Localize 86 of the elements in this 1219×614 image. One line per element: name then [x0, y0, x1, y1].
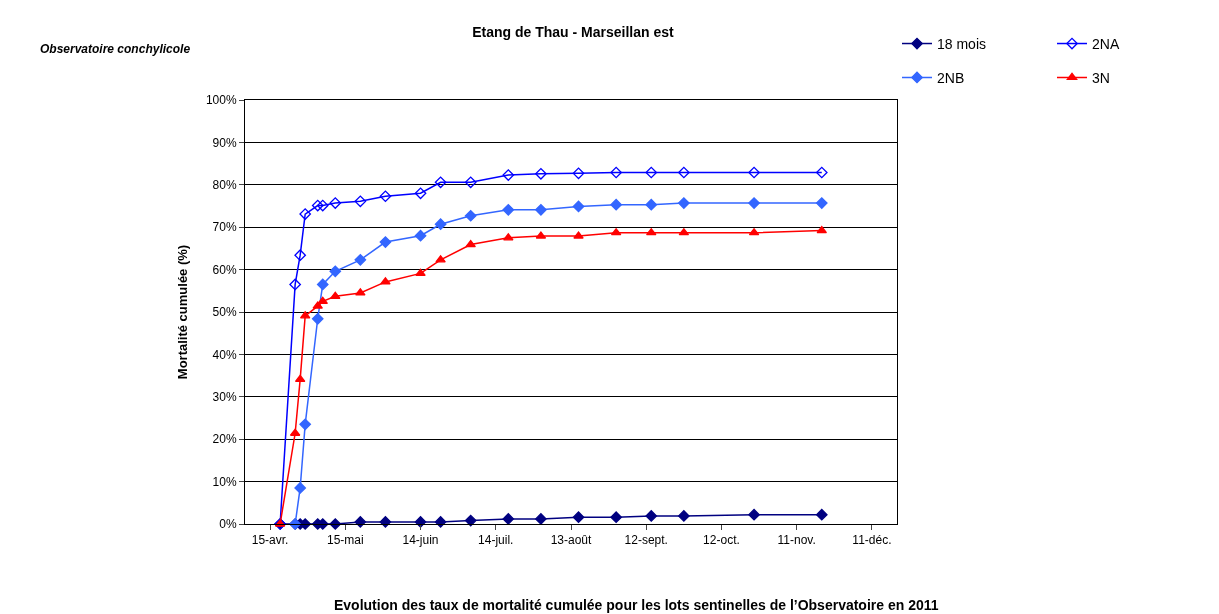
point: [572, 200, 585, 213]
point: [294, 482, 307, 494]
point: [329, 197, 342, 209]
point: [678, 510, 690, 522]
y-tick-label: 0%: [219, 517, 237, 532]
point: [380, 277, 391, 285]
legend-label: 2NB: [937, 69, 965, 86]
point: [330, 291, 341, 299]
y-tick-label: 40%: [212, 347, 237, 362]
point: [502, 169, 515, 181]
point: [645, 166, 658, 179]
y-tick-label: 10%: [212, 474, 237, 489]
legend-label: 2NA: [1092, 35, 1120, 52]
x-tick-label: 12-sept.: [624, 533, 668, 548]
x-tick-label: 15-avr.: [251, 533, 289, 548]
point: [815, 508, 828, 521]
point: [354, 195, 367, 208]
point: [434, 176, 447, 189]
point: [354, 254, 367, 266]
y-tick-label: 70%: [212, 220, 237, 235]
x-tick-label: 11-déc.: [852, 533, 892, 548]
point: [434, 218, 447, 231]
y-tick-label: 20%: [212, 432, 237, 447]
point: [415, 268, 426, 277]
point: [748, 508, 760, 521]
point: [294, 249, 307, 262]
point: [464, 209, 477, 222]
point: [316, 199, 329, 212]
point: [311, 312, 324, 325]
point: [572, 167, 585, 180]
point: [317, 296, 329, 305]
point: [816, 225, 828, 234]
point: [503, 233, 514, 241]
x-tick-label: 14-juil.: [478, 533, 514, 548]
legend-label: 18 mois: [937, 35, 987, 52]
point: [535, 203, 547, 216]
x-tick-label: 11-nov.: [777, 533, 816, 548]
point: [414, 229, 427, 242]
point: [464, 176, 477, 189]
chart-title: Etang de Thau - Marseillan est: [472, 24, 675, 41]
point: [312, 301, 323, 309]
point: [610, 198, 622, 211]
point: [610, 511, 622, 524]
point: [311, 199, 324, 212]
point: [748, 166, 760, 179]
point: [610, 166, 622, 179]
point: [414, 187, 427, 200]
point: [329, 265, 342, 278]
point: [678, 166, 690, 179]
point: [294, 374, 306, 383]
legend-label: 3N: [1092, 69, 1110, 86]
y-tick-label: 100%: [205, 93, 237, 108]
point: [573, 231, 584, 239]
point: [748, 197, 760, 209]
point: [678, 197, 690, 209]
point: [815, 166, 828, 179]
point: [645, 198, 658, 211]
y-tick-label: 90%: [212, 135, 237, 150]
x-tick-label: 14-juin: [402, 533, 439, 548]
point: [355, 288, 366, 296]
point: [502, 203, 515, 216]
point: [815, 197, 828, 209]
y-axis-title: Mortalité cumulée (%): [174, 244, 190, 380]
point: [299, 418, 312, 431]
y-tick-label: 50%: [212, 305, 237, 320]
text: Observatoire conchylicole: [40, 42, 191, 56]
point: [289, 278, 301, 291]
point: [464, 514, 477, 527]
point: [379, 236, 392, 248]
point: [535, 167, 547, 180]
x-tick-label: 12-oct.: [703, 533, 740, 548]
y-tick-label: 80%: [212, 178, 237, 192]
point: [645, 510, 658, 522]
point: [379, 190, 392, 203]
point: [572, 511, 585, 524]
point: [299, 208, 312, 220]
x-tick-label: 13-août: [550, 533, 593, 548]
y-tick-label: 60%: [212, 262, 237, 277]
point: [316, 278, 329, 291]
point: [535, 513, 547, 525]
point: [465, 239, 476, 248]
x-tick-label: 15-mai: [326, 533, 364, 548]
y-tick-label: 30%: [212, 390, 237, 404]
point: [435, 255, 446, 263]
text: Evolution des taux de mortalité cumulée pour les lots sentinelles de l’Observatoire en 2011: [334, 597, 939, 613]
point: [502, 513, 515, 525]
